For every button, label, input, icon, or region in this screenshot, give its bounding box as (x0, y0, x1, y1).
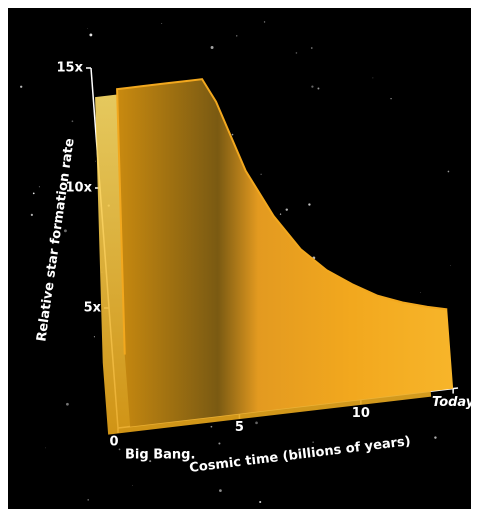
star (390, 97, 392, 100)
star (210, 46, 214, 49)
x-tick-label: 0 (109, 435, 118, 450)
star (87, 28, 88, 29)
y-tick-label: 15x (57, 61, 84, 76)
star (279, 213, 282, 215)
star (32, 192, 35, 195)
star (260, 173, 262, 175)
y-tick-label: 10x (66, 181, 93, 196)
x-tick-label: 10 (352, 406, 370, 421)
annotation: Big Bang. (125, 448, 195, 463)
star (450, 265, 451, 267)
star (372, 77, 374, 79)
star (259, 500, 262, 504)
star (236, 35, 238, 37)
star (420, 292, 421, 293)
star (45, 447, 46, 449)
star (66, 402, 69, 406)
star (132, 485, 133, 486)
star (311, 85, 314, 88)
area (117, 79, 454, 427)
star (89, 33, 93, 37)
star (219, 489, 222, 492)
star (93, 336, 95, 338)
star (447, 170, 450, 173)
y-tick-label: 5x (84, 301, 102, 316)
star (263, 21, 266, 23)
star (310, 47, 313, 49)
star (95, 160, 96, 162)
star (218, 442, 221, 445)
star (434, 436, 437, 439)
star (285, 208, 288, 211)
star (20, 85, 23, 88)
star (161, 23, 163, 25)
area-top (116, 78, 448, 355)
star (38, 186, 40, 188)
star (255, 421, 258, 425)
star (308, 203, 311, 206)
x-tick-label: Today (432, 395, 475, 410)
star (149, 460, 152, 463)
star (295, 52, 298, 54)
star (30, 213, 33, 217)
star (118, 448, 121, 451)
x-tick-label: 5 (235, 420, 244, 435)
star (87, 499, 90, 501)
star (210, 425, 213, 428)
star (71, 120, 74, 123)
star (312, 441, 314, 443)
star (317, 87, 320, 90)
star (231, 133, 234, 136)
star (63, 229, 67, 233)
